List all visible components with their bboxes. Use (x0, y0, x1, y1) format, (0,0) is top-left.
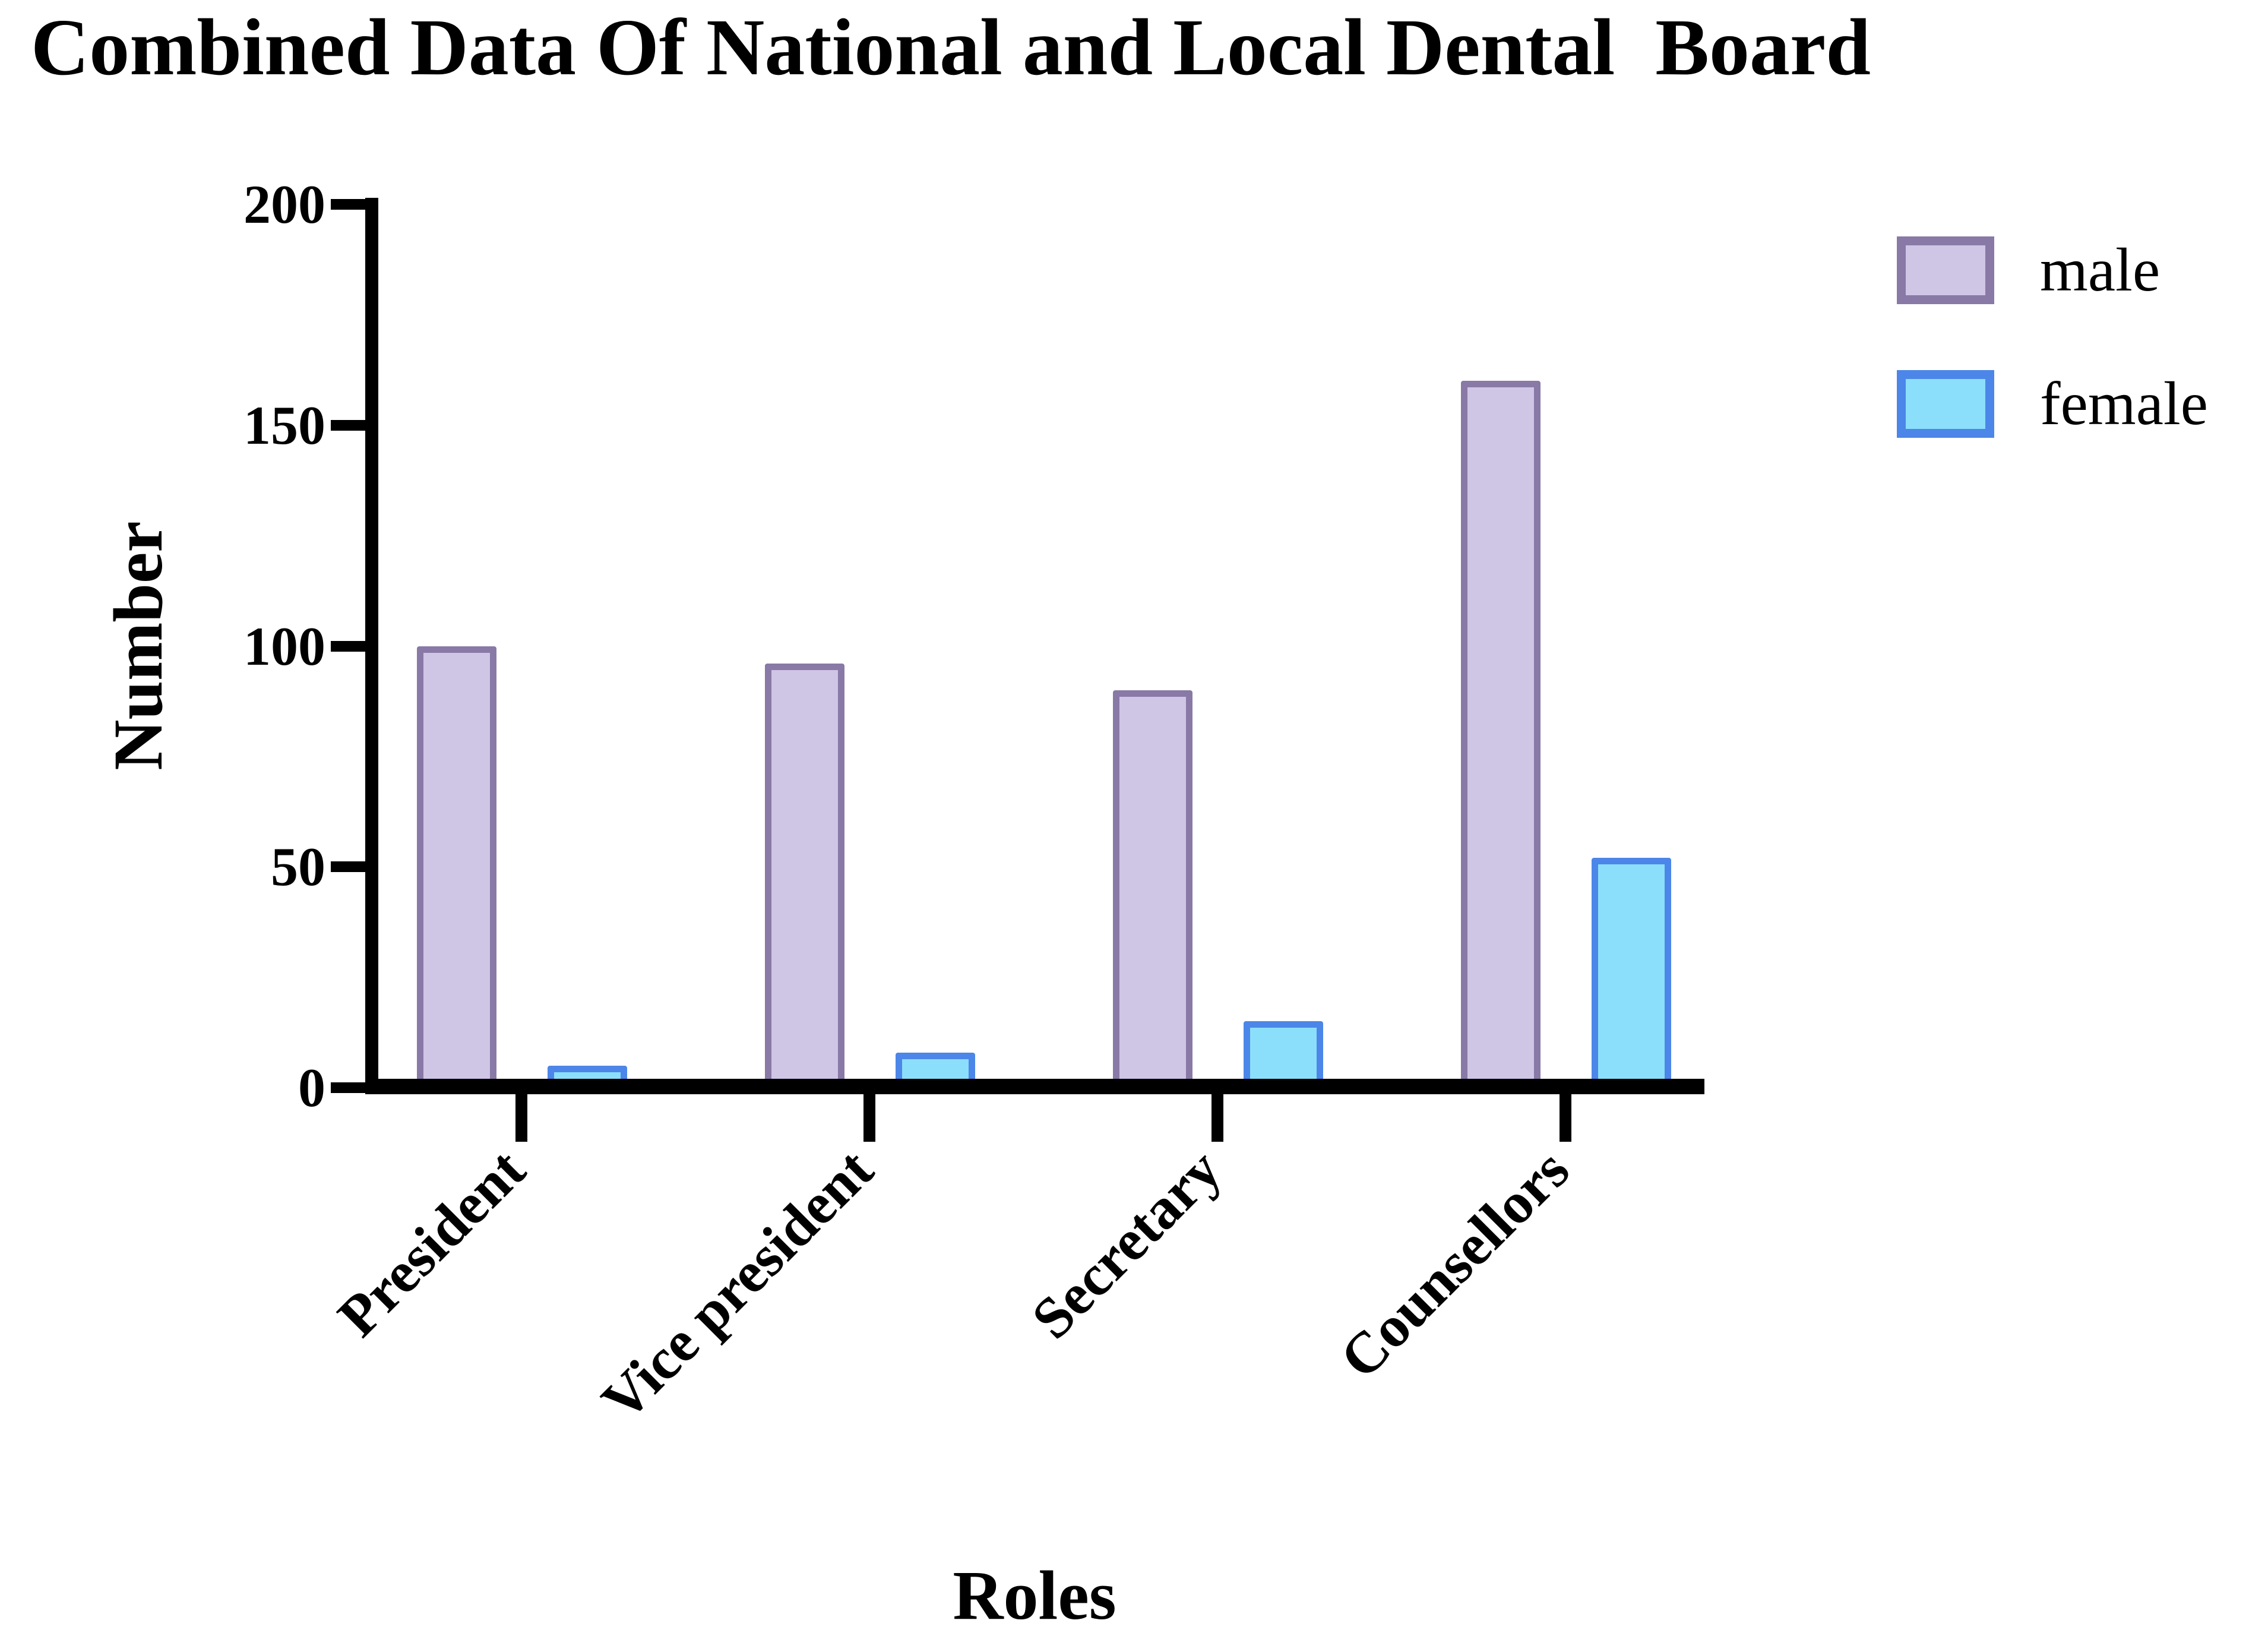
bar-male-President (417, 646, 496, 1094)
y-tick-200 (331, 199, 365, 210)
y-tick-0 (331, 1082, 365, 1093)
bar-male-Secretary (1113, 690, 1192, 1094)
bar-male-Counsellors (1461, 381, 1541, 1094)
legend-swatch-male (1897, 236, 1994, 304)
y-tick-150 (331, 419, 365, 431)
x-tick-Vice president (863, 1094, 875, 1142)
x-tick-Secretary (1212, 1094, 1223, 1142)
chart-title: Combined Data Of National and Local Dent… (31, 3, 1871, 92)
bar-male-Vice president (765, 664, 844, 1094)
legend-label-female: female (2040, 369, 2208, 438)
x-tick-Counsellors (1560, 1094, 1571, 1142)
y-tick-label-50: 50 (271, 836, 325, 898)
y-tick-50 (331, 861, 365, 873)
bar-female-Counsellors (1592, 858, 1671, 1094)
y-tick-label-0: 0 (298, 1057, 325, 1118)
y-tick-100 (331, 640, 365, 652)
x-tick-President (515, 1094, 527, 1142)
x-axis-title: Roles (953, 1556, 1116, 1634)
y-axis-line (365, 198, 378, 1094)
legend-label-male: male (2040, 236, 2161, 304)
y-tick-label-150: 150 (243, 394, 325, 456)
legend-swatch-female (1897, 370, 1994, 438)
y-tick-label-100: 100 (243, 615, 325, 677)
x-axis-line (365, 1079, 1704, 1094)
y-tick-label-200: 200 (243, 174, 325, 235)
